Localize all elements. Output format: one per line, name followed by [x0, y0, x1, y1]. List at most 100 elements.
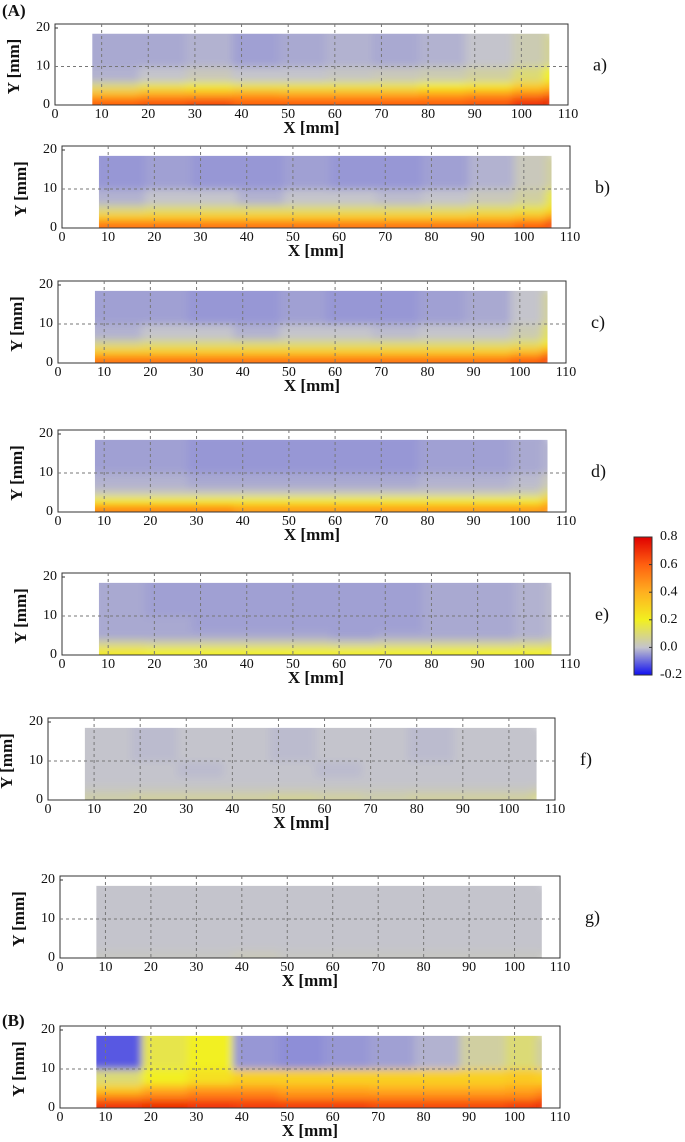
y-tick-label: 0 [46, 355, 53, 370]
heat-cell [464, 473, 512, 490]
x-tick-label: 30 [188, 107, 202, 122]
heat-cell [138, 89, 187, 98]
heat-cell [460, 942, 506, 951]
x-tick-label: 20 [144, 1110, 158, 1125]
heat-cell [191, 204, 238, 213]
colorbar-tick-label: -0.2 [660, 667, 682, 682]
heat-cell [232, 885, 279, 920]
x-tick-label: 50 [281, 107, 295, 122]
heatmap-cells [98, 582, 552, 655]
heat-cell [141, 1092, 188, 1101]
heat-cell [279, 339, 327, 348]
heat-cell [372, 89, 420, 98]
heat-cell [372, 355, 419, 364]
heat-cell [325, 488, 373, 497]
heat-cell [465, 81, 513, 91]
heat-cell [325, 339, 373, 348]
x-tick-label: 100 [509, 365, 530, 380]
heat-cell [187, 504, 234, 513]
heat-cell [279, 347, 327, 356]
x-tick-label: 10 [87, 802, 101, 817]
heat-cell [541, 355, 548, 364]
heat-cell [191, 189, 238, 206]
heat-cell [283, 616, 331, 633]
y-tick-label: 0 [46, 504, 53, 519]
heat-cell [372, 339, 419, 348]
y-tick-label: 0 [36, 792, 43, 807]
heat-cell [372, 439, 419, 474]
heat-cell [418, 504, 465, 513]
heat-cell [84, 727, 132, 762]
x-tick-label: 0 [52, 107, 59, 122]
heat-cell [418, 439, 465, 474]
heat-cell [187, 488, 234, 497]
panel-label: b) [595, 177, 610, 198]
heat-cell [187, 934, 234, 943]
heat-cell [499, 784, 537, 793]
heat-cell [325, 347, 373, 356]
x-tick-label: 40 [235, 1110, 249, 1125]
x-tick-label: 20 [147, 230, 161, 245]
heat-cell [372, 347, 419, 356]
heat-cell [407, 776, 455, 785]
heat-cell [187, 439, 234, 474]
x-tick-label: 50 [282, 365, 296, 380]
heat-cell [94, 324, 142, 341]
x-tick-label: 0 [57, 960, 64, 975]
heat-cell [177, 784, 224, 793]
x-tick-label: 10 [95, 107, 109, 122]
heat-cell [232, 97, 280, 105]
heat-cell [468, 212, 516, 221]
heat-cell [530, 784, 537, 793]
colorbar-tick-label: 0.4 [660, 584, 678, 599]
heat-cell [279, 355, 327, 364]
heat-cell [94, 339, 142, 348]
heat-cell [130, 792, 178, 800]
heat-cell [512, 97, 550, 105]
heat-cell [468, 204, 516, 213]
heat-cell [138, 66, 187, 83]
x-tick-label: 90 [467, 365, 481, 380]
heat-cell [535, 934, 542, 943]
heat-cell [191, 220, 238, 229]
heat-cell [329, 639, 377, 648]
axes-frame [59, 875, 561, 959]
heatmap [94, 290, 548, 364]
y-tick-label: 0 [50, 220, 57, 235]
heat-cell [269, 761, 316, 778]
heat-cell [460, 1084, 506, 1093]
heat-cell [453, 776, 501, 785]
heat-cell [237, 155, 285, 190]
y-tick-label: 10 [43, 608, 57, 623]
heat-cell [535, 919, 542, 936]
heat-cell [96, 1092, 143, 1101]
heat-cell [232, 1069, 279, 1086]
heat-cell [138, 33, 187, 67]
heat-cell [145, 639, 192, 648]
x-tick-label: 50 [282, 514, 296, 529]
heat-cell [541, 439, 548, 474]
x-tick-label: 60 [328, 107, 342, 122]
heatmap [98, 582, 552, 655]
heat-cell [422, 616, 469, 633]
heat-cell [361, 776, 409, 785]
heat-cell [510, 339, 548, 348]
x-tick-label: 100 [513, 657, 534, 672]
heat-cell [510, 347, 548, 356]
heat-cell [453, 784, 501, 793]
heat-cell [269, 784, 316, 793]
heat-cell [279, 473, 327, 490]
x-tick-label: 110 [560, 230, 580, 245]
x-axis-label: X [mm] [284, 525, 340, 544]
heat-cell [233, 488, 281, 497]
y-axis-label: Y [mm] [9, 1041, 28, 1097]
heat-cell [460, 1035, 506, 1070]
heat-cell [233, 504, 281, 513]
heat-cell [414, 1092, 461, 1101]
heat-cell [279, 504, 327, 513]
heat-cell [468, 189, 516, 206]
x-tick-label: 110 [545, 802, 565, 817]
heat-cell [376, 189, 423, 206]
heat-cell [465, 89, 513, 98]
heat-cell [535, 1035, 542, 1070]
